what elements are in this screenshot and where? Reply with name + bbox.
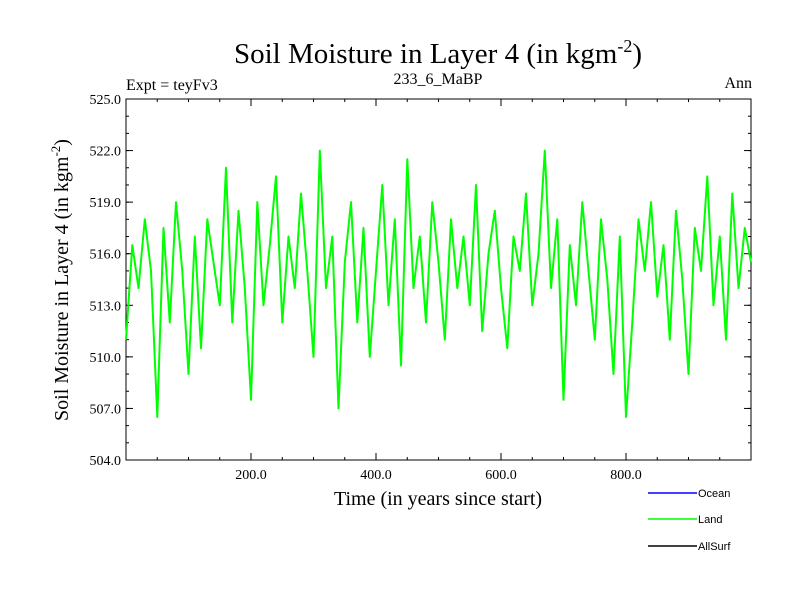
period-label: 233_6_MaBP: [394, 71, 483, 88]
y-tick-label: 519.0: [90, 196, 122, 211]
legend-label-allsurf: AllSurf: [698, 541, 731, 553]
plot-frame: [125, 98, 752, 461]
x-axis-label: Time (in years since start): [334, 488, 542, 510]
x-tick-label: 600.0: [485, 468, 517, 483]
x-tick-label: 400.0: [360, 468, 392, 483]
y-tick-label: 525.0: [90, 93, 122, 108]
legend-label-ocean: Ocean: [698, 488, 730, 500]
y-tick-label: 513.0: [90, 299, 122, 314]
x-tick-label: 200.0: [235, 468, 267, 483]
y-tick-label: 522.0: [90, 145, 122, 160]
legend: Ocean Land AllSurf: [648, 488, 731, 553]
x-axis: 200.0 400.0 600.0 800.0: [156, 99, 721, 483]
legend-label-land: Land: [698, 514, 722, 526]
chart-title: Soil Moisture in Layer 4 (in kgm-2): [234, 36, 642, 70]
experiment-label: Expt = teyFv3: [126, 77, 218, 94]
y-tick-label: 510.0: [90, 351, 122, 366]
y-axis: 504.0 507.0 510.0 513.0 516.0 519.0 522.0 525.0: [90, 93, 751, 469]
x-tick-label: 800.0: [610, 468, 642, 483]
series-line-land: [125, 149, 752, 418]
y-tick-label: 504.0: [90, 454, 122, 469]
y-tick-label: 516.0: [90, 248, 122, 263]
y-tick-label: 507.0: [90, 402, 122, 417]
season-label: Ann: [724, 75, 752, 92]
y-axis-label: Soil Moisture in Layer 4 (in kgm-2): [48, 139, 73, 421]
